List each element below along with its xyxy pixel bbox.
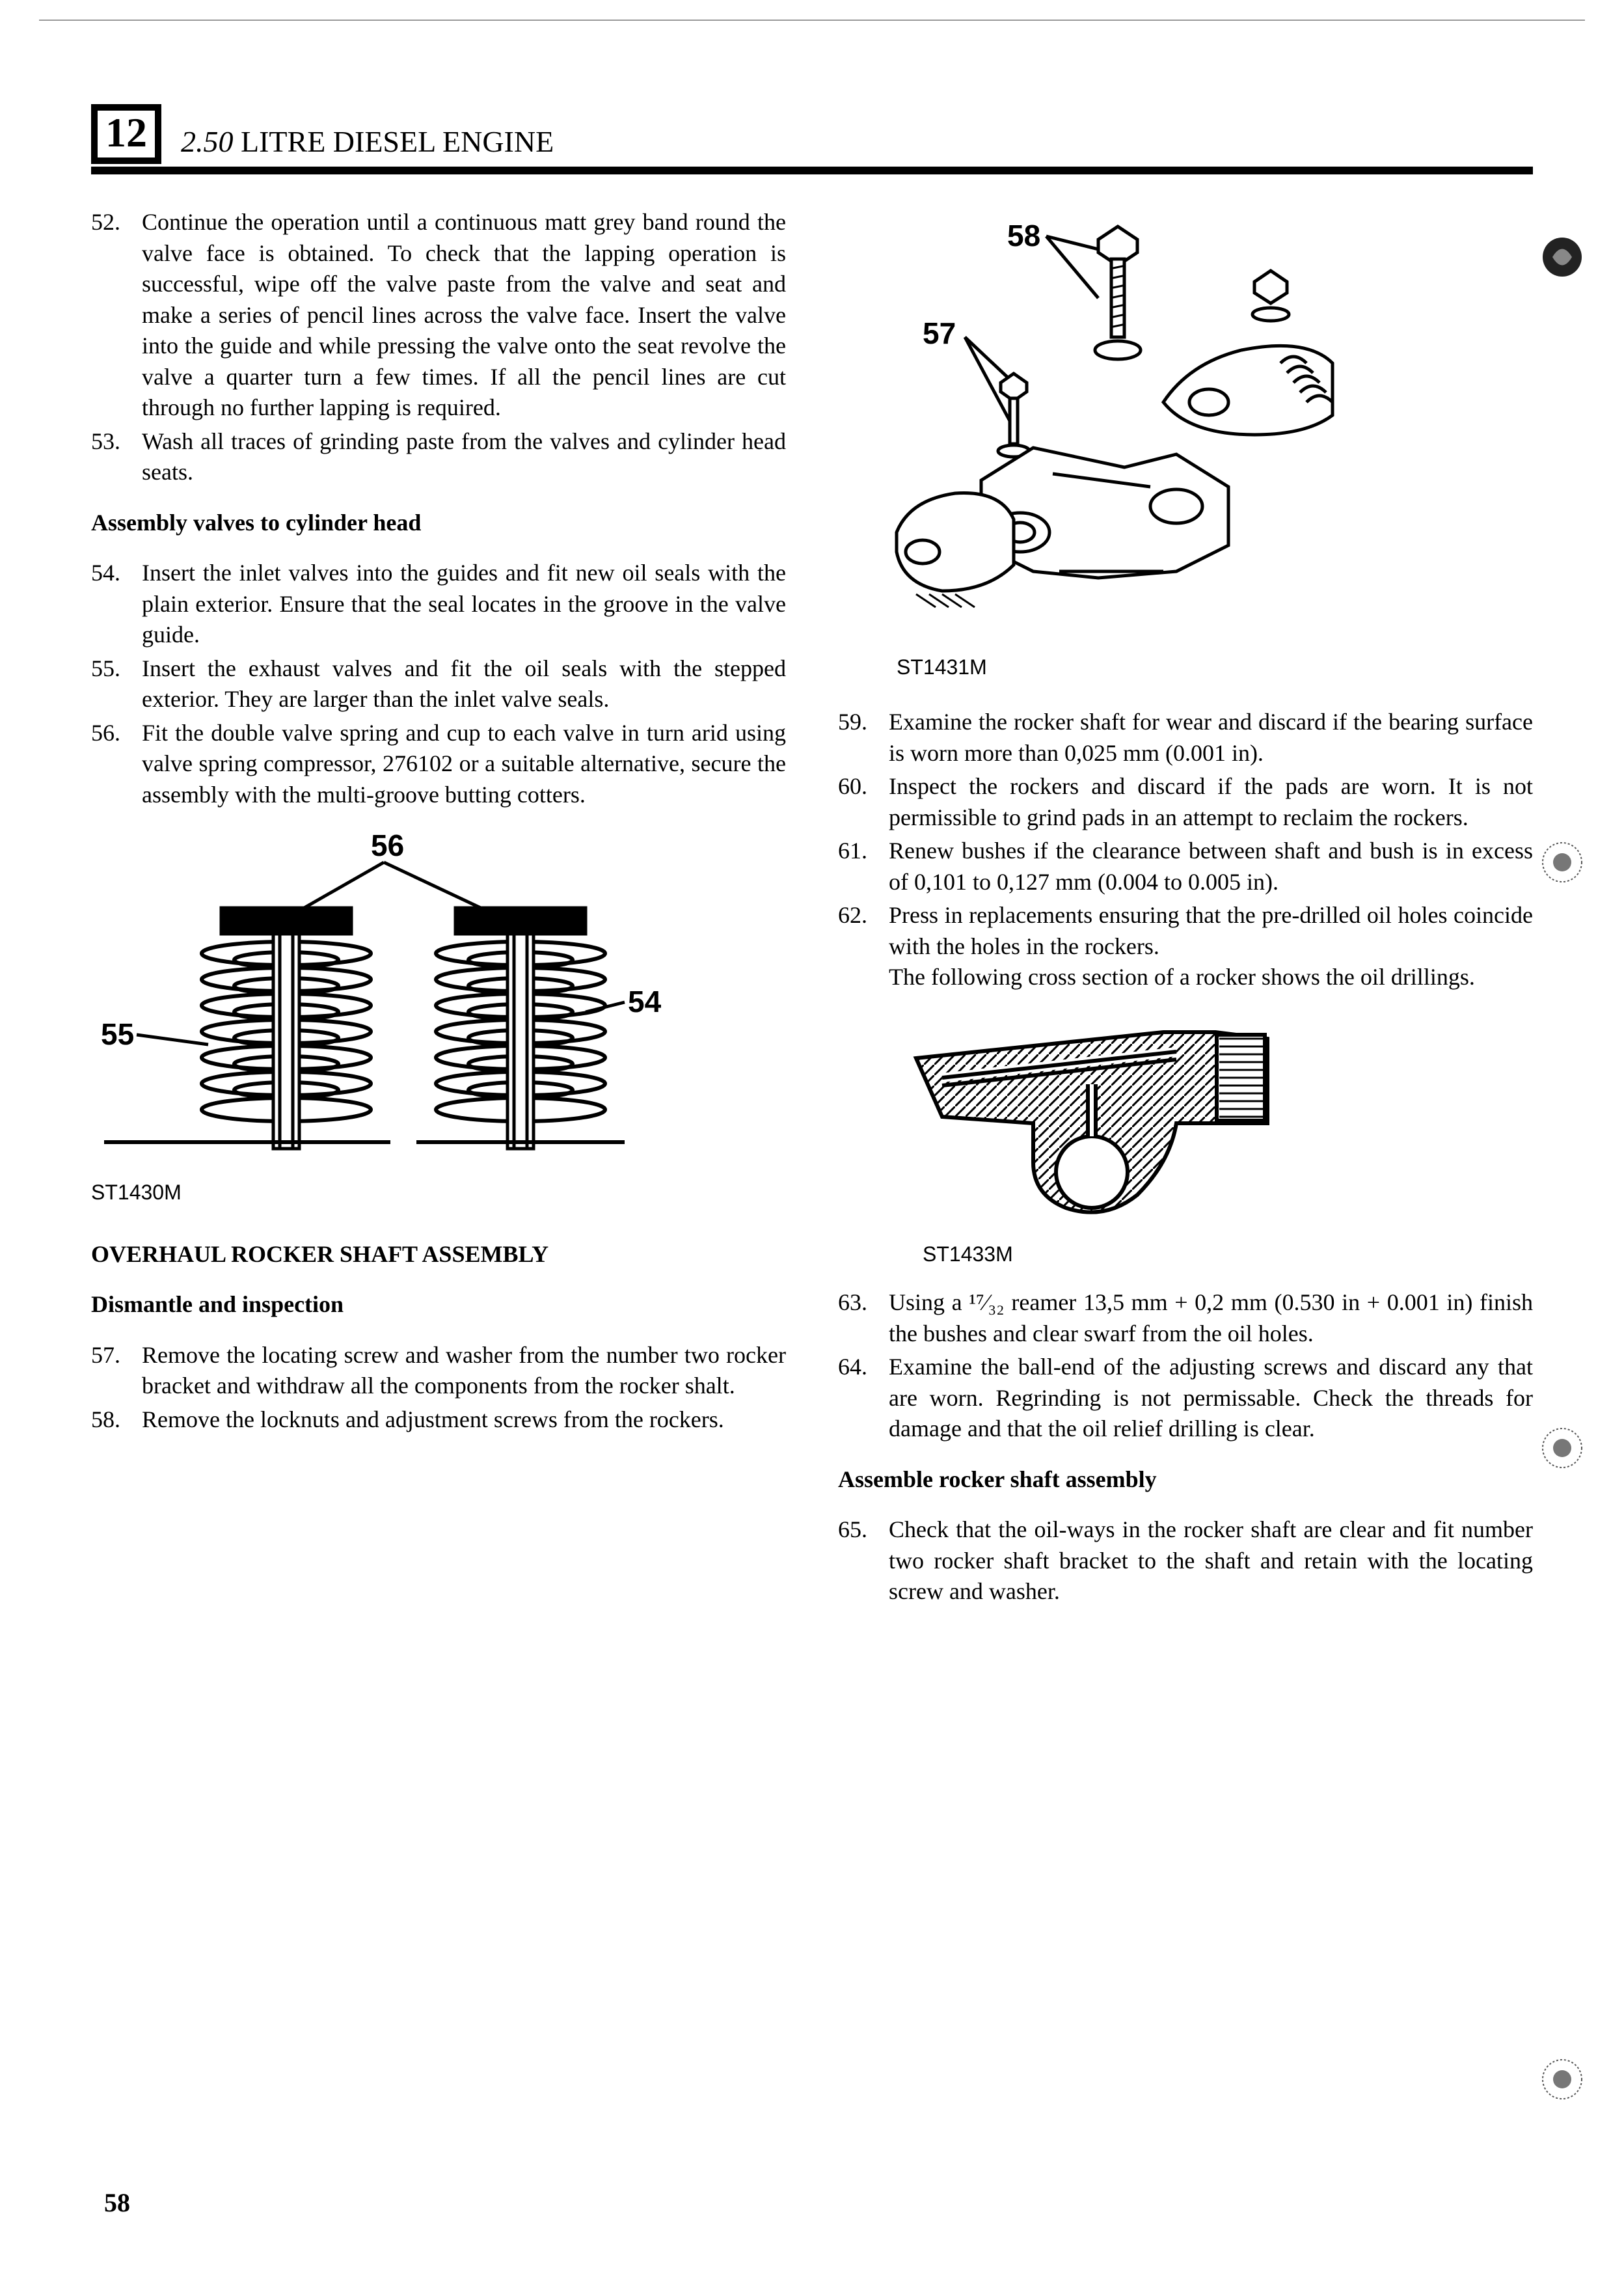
list-item: 52. Continue the operation until a conti…	[91, 207, 786, 424]
figure-caption: ST1430M	[91, 1179, 786, 1206]
title-italic: 2.50	[181, 125, 234, 158]
item-text: Wash all traces of grinding paste from t…	[142, 426, 786, 488]
list-block: 63. Using a ¹⁷⁄₃₂ reamer 13,5 mm + 0,2 m…	[838, 1287, 1533, 1445]
list-block: 59. Examine the rocker shaft for wear an…	[838, 707, 1533, 993]
item-text: Remove the locating screw and washer fro…	[142, 1340, 786, 1402]
rocker-assembly-diagram-icon: 58 57	[838, 207, 1372, 649]
list-item: 54. Insert the inlet valves into the gui…	[91, 558, 786, 651]
item-number: 57.	[91, 1340, 142, 1402]
item-number: 61.	[838, 836, 889, 897]
fig-label-58: 58	[1007, 219, 1040, 253]
list-item: 63. Using a ¹⁷⁄₃₂ reamer 13,5 mm + 0,2 m…	[838, 1287, 1533, 1349]
list-item: 59. Examine the rocker shaft for wear an…	[838, 707, 1533, 769]
valve-spring-diagram-icon: 56	[91, 830, 664, 1175]
page-header: 12 2.50 LITRE DIESEL ENGINE	[91, 104, 1533, 174]
margin-decoration-icon	[1539, 234, 1585, 280]
item-number: 54.	[91, 558, 142, 651]
figure-caption: ST1433M	[923, 1240, 1533, 1268]
page-number: 58	[104, 2187, 130, 2218]
list-item: 53. Wash all traces of grinding paste fr…	[91, 426, 786, 488]
item-number: 62.	[838, 900, 889, 993]
item-text: Continue the operation until a continuou…	[142, 207, 786, 424]
item-number: 59.	[838, 707, 889, 769]
item-number: 53.	[91, 426, 142, 488]
item-text: Examine the rocker shaft for wear and di…	[889, 707, 1533, 769]
item-text: Remove the locknuts and adjustment screw…	[142, 1404, 786, 1436]
item-number: 63.	[838, 1287, 889, 1349]
list-item: 64. Examine the ball-end of the adjustin…	[838, 1352, 1533, 1445]
subheading: Assemble rocker shaft assembly	[838, 1464, 1533, 1496]
subheading: Dismantle and inspection	[91, 1289, 786, 1320]
figure-rocker-cross-section: ST1433M	[838, 1013, 1533, 1268]
list-item: 56. Fit the double valve spring and cup …	[91, 718, 786, 811]
list-item: 65. Check that the oil-ways in the rocke…	[838, 1514, 1533, 1607]
fig-label-55: 55	[101, 1017, 134, 1051]
item-text: Inspect the rockers and discard if the p…	[889, 771, 1533, 833]
fig-label-56: 56	[371, 830, 404, 862]
item-number: 52.	[91, 207, 142, 424]
list-block: 65. Check that the oil-ways in the rocke…	[838, 1514, 1533, 1607]
margin-decoration-icon	[1539, 1425, 1585, 1471]
list-block: 52. Continue the operation until a conti…	[91, 207, 786, 488]
top-rule	[39, 20, 1585, 21]
list-block: 57. Remove the locating screw and washer…	[91, 1340, 786, 1436]
margin-decoration-icon	[1539, 840, 1585, 885]
item-number: 60.	[838, 771, 889, 833]
item-text: Check that the oil-ways in the rocker sh…	[889, 1514, 1533, 1607]
list-item: 57. Remove the locating screw and washer…	[91, 1340, 786, 1402]
item-text: Insert the exhaust valves and fit the oi…	[142, 653, 786, 715]
title-rest: LITRE DIESEL ENGINE	[234, 125, 554, 158]
figure-caption: ST1431M	[897, 653, 1533, 681]
item-text: Press in replacements ensuring that the …	[889, 900, 1533, 993]
item-text: Insert the inlet valves into the guides …	[142, 558, 786, 651]
content-columns: 52. Continue the operation until a conti…	[91, 207, 1533, 1627]
section-number-box: 12	[91, 104, 161, 164]
list-item: 60. Inspect the rockers and discard if t…	[838, 771, 1533, 833]
item-number: 64.	[838, 1352, 889, 1445]
page-title: 2.50 LITRE DIESEL ENGINE	[181, 124, 554, 164]
subheading: Assembly valves to cylinder head	[91, 508, 786, 539]
margin-decoration-icon	[1539, 2057, 1585, 2102]
item-text: Using a ¹⁷⁄₃₂ reamer 13,5 mm + 0,2 mm (0…	[889, 1287, 1533, 1349]
item-number: 55.	[91, 653, 142, 715]
item-text: Fit the double valve spring and cup to e…	[142, 718, 786, 811]
list-item: 58. Remove the locknuts and adjustment s…	[91, 1404, 786, 1436]
item-text: Renew bushes if the clearance between sh…	[889, 836, 1533, 897]
right-column: 58 57	[838, 207, 1533, 1627]
item-number: 65.	[838, 1514, 889, 1607]
left-column: 52. Continue the operation until a conti…	[91, 207, 786, 1627]
list-item: 62. Press in replacements ensuring that …	[838, 900, 1533, 993]
figure-valve-springs: 56	[91, 830, 786, 1206]
rocker-cross-section-diagram-icon	[903, 1013, 1320, 1234]
list-item: 61. Renew bushes if the clearance betwee…	[838, 836, 1533, 897]
list-block: 54. Insert the inlet valves into the gui…	[91, 558, 786, 810]
figure-rocker-assembly: 58 57	[838, 207, 1533, 681]
item-number: 56.	[91, 718, 142, 811]
item-text: Examine the ball-end of the adjusting sc…	[889, 1352, 1533, 1445]
fig-label-54: 54	[628, 985, 662, 1018]
item-number: 58.	[91, 1404, 142, 1436]
subheading: OVERHAUL ROCKER SHAFT ASSEMBLY	[91, 1239, 786, 1270]
fig-label-57: 57	[923, 316, 956, 350]
list-item: 55. Insert the exhaust valves and fit th…	[91, 653, 786, 715]
